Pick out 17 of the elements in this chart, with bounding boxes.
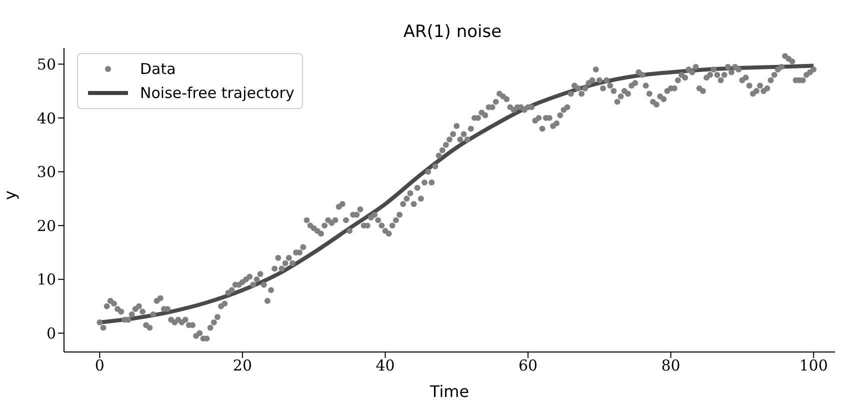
x-tick-label: 0 — [94, 356, 104, 375]
y-tick-label: 30 — [36, 163, 56, 182]
x-tick-label: 40 — [376, 356, 395, 375]
y-tick-label: 10 — [36, 270, 56, 289]
legend-label: Data — [140, 60, 176, 78]
y-tick-label: 40 — [36, 109, 56, 128]
y-axis-title: y — [0, 190, 20, 200]
x-tick-label: 80 — [661, 356, 680, 375]
chart-title: AR(1) noise — [402, 22, 503, 42]
y-tick-label: 20 — [36, 216, 56, 235]
x-tick-label: 100 — [799, 356, 828, 375]
x-tick-label: 20 — [232, 356, 252, 375]
y-tick-label: 0 — [46, 324, 56, 342]
x-tick-label: 60 — [518, 356, 538, 375]
legend-label: Noise-free trajectory — [140, 84, 294, 102]
y-tick-label: 50 — [36, 55, 56, 74]
x-axis-title: Time — [428, 382, 470, 401]
